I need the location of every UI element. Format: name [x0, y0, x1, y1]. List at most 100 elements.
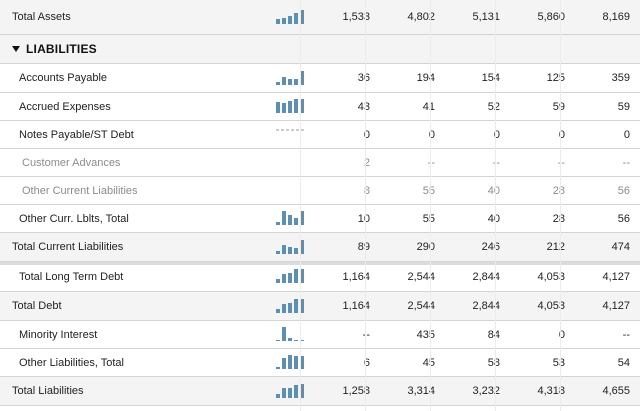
section-title: LIABILITIES [12, 35, 97, 63]
sparkline-bar [276, 81, 280, 85]
sparkline-chart[interactable] [272, 205, 312, 232]
value-cell: 6 [363, 356, 370, 369]
row-accrued-expenses: Accrued Expenses 43 41 52 59 59 [0, 93, 640, 121]
sparkline-chart[interactable] [272, 321, 312, 348]
sparkline-bar [294, 269, 298, 283]
sparkline-bar [282, 274, 286, 283]
sparkline-bar [282, 244, 286, 254]
collapse-triangle-icon[interactable] [12, 46, 20, 52]
row-total-current-liabilities: Total Current Liabilities 89 290 246 212 474 [0, 233, 640, 262]
value-cell: 0 [623, 128, 630, 141]
row-total-debt: Total Debt 1,164 2,544 2,844 4,053 4,127 [0, 292, 640, 321]
value-cell: 0 [558, 128, 565, 141]
sparkline-chart[interactable] [272, 0, 312, 34]
column-divider [300, 0, 301, 411]
sparkline-chart[interactable] [272, 262, 312, 291]
sparkline-bar [276, 279, 280, 283]
value-cell: 55 [422, 212, 435, 225]
row-label: Other Current Liabilities [22, 184, 138, 197]
row-label: Total Debt [12, 300, 62, 312]
row-total-long-term-debt: Total Long Term Debt 1,164 2,544 2,844 4,053… [0, 262, 640, 292]
column-divider [495, 0, 496, 411]
value-cell: 246 [481, 241, 500, 253]
row-label: Other Curr. Lblts, Total [19, 212, 129, 225]
sparkline-chart[interactable] [272, 377, 312, 405]
sparkline-chart[interactable] [272, 349, 312, 376]
sparkline-bar [282, 358, 286, 369]
value-cell: 56 [617, 184, 630, 197]
row-label: Total Long Term Debt [19, 270, 124, 283]
sparkline-bar [282, 303, 286, 313]
sparkline-bar [288, 338, 292, 341]
value-cell: 43 [357, 100, 370, 113]
value-cell: 4,053 [537, 300, 565, 312]
sparkline-chart[interactable] [272, 121, 312, 148]
sparkline-chart[interactable] [272, 292, 312, 320]
value-cell: 28 [552, 184, 565, 197]
value-cell: 1,164 [342, 300, 370, 312]
value-cell: 5,860 [537, 11, 565, 23]
value-cell: 2,844 [472, 300, 500, 312]
sparkline-bar [300, 239, 304, 254]
sparkline-chart[interactable] [272, 64, 312, 92]
column-divider [430, 0, 431, 411]
value-cell: 4,127 [602, 300, 630, 312]
value-cell: 40 [487, 212, 500, 225]
sparkline-bar [294, 298, 298, 313]
sparkline-bar [300, 70, 304, 85]
sparkline-chart[interactable] [272, 233, 312, 261]
sparkline-bar [294, 12, 298, 24]
value-cell: 54 [617, 356, 630, 369]
sparkline-bar [288, 78, 292, 85]
value-cell: 435 [416, 328, 435, 341]
value-cell: 10 [357, 212, 370, 225]
value-cell: 0 [493, 128, 500, 141]
sparkline-bar [288, 355, 292, 369]
sparkline-bar [294, 99, 298, 113]
value-cell: 0 [428, 128, 435, 141]
section-header-liabilities[interactable]: LIABILITIES [0, 35, 640, 64]
sparkline-bar [288, 101, 292, 113]
sparkline-bar [288, 387, 292, 398]
row-other-liabilities-total: Other Liabilities, Total 6 45 58 53 54 [0, 349, 640, 377]
value-cell: 84 [487, 328, 500, 341]
value-cell: 0 [558, 328, 565, 341]
value-cell: 474 [611, 241, 630, 253]
value-cell: 4,053 [537, 270, 565, 283]
row-other-current-liabilities: Other Current Liabilities 8 55 40 28 56 [0, 177, 640, 205]
value-cell: 4,127 [602, 270, 630, 283]
value-cell: 359 [611, 72, 630, 84]
row-label: Accrued Expenses [19, 100, 111, 113]
value-cell: 59 [617, 100, 630, 113]
sparkline-bar [294, 78, 298, 85]
value-cell: 5,131 [472, 11, 500, 23]
value-cell: 2,544 [407, 270, 435, 283]
row-label: Notes Payable/ST Debt [19, 128, 134, 141]
value-cell: 125 [546, 72, 565, 84]
sparkline-bar [282, 103, 286, 113]
value-cell: 2,544 [407, 300, 435, 312]
sparkline-bar [300, 298, 304, 313]
sparkline-chart[interactable] [272, 93, 312, 120]
sparkline-bar [276, 18, 280, 24]
value-cell: 55 [422, 184, 435, 197]
value-cell: 36 [357, 72, 370, 84]
sparkline-bar [294, 384, 298, 398]
sparkline-bar [282, 76, 286, 85]
row-label: Other Liabilities, Total [19, 356, 124, 369]
row-label: Total Liabilities [12, 385, 84, 397]
row-customer-advances: Customer Advances 2 -- -- -- -- [0, 149, 640, 177]
sparkline-bar [288, 215, 292, 225]
value-cell: 4,802 [407, 11, 435, 23]
sparkline-bar [276, 340, 280, 341]
value-cell: 1,533 [342, 11, 370, 23]
value-cell: 194 [416, 72, 435, 84]
sparkline-bar [300, 356, 304, 369]
sparkline-bar [288, 246, 292, 254]
column-divider [365, 0, 366, 411]
value-cell: 1,258 [342, 385, 370, 397]
sparkline-bar [276, 367, 280, 369]
row-total-assets: Total Assets 1,533 4,802 5,131 5,860 8,169 [0, 0, 640, 35]
sparkline-bar [300, 340, 304, 341]
sparkline-bar [300, 269, 304, 283]
